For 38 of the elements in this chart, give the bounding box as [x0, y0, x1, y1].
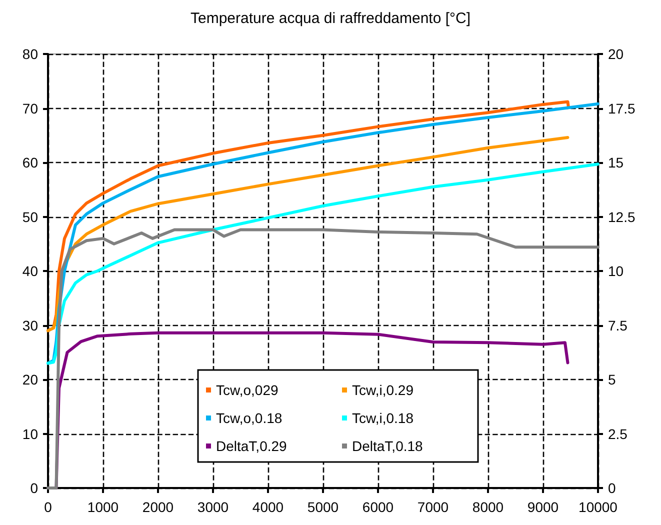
- x-tick-label: 5000: [307, 499, 339, 515]
- x-tick-label: 10000: [578, 499, 618, 515]
- x-tick-label: 0: [44, 499, 52, 515]
- x-tick-label: 4000: [252, 499, 284, 515]
- y-tick-label: 70: [22, 100, 38, 116]
- y-tick-label: 40: [22, 263, 38, 279]
- y2-tick-label: 20: [608, 46, 624, 62]
- x-tick-label: 9000: [527, 499, 559, 515]
- y2-tick-label: 12.5: [608, 208, 636, 225]
- legend-label: Tcw,o,029: [216, 382, 278, 398]
- y2-tick-label: 5: [608, 372, 616, 388]
- chart-title: Temperature acqua di raffreddamento [°C]: [190, 10, 471, 27]
- x-tick-label: 8000: [472, 499, 504, 515]
- line-series: [46, 136, 570, 332]
- y-tick-label: 50: [22, 208, 38, 225]
- line-series: [46, 162, 600, 365]
- y-tick-label: 30: [22, 317, 38, 334]
- legend-label: Tcw,i,0.29: [352, 382, 414, 398]
- y-tick-label: 20: [22, 372, 38, 388]
- y-tick-label: 0: [30, 480, 38, 496]
- x-tick-label: 7000: [417, 499, 449, 515]
- y2-tick-label: 0: [608, 480, 616, 496]
- legend-label: DeltaT,0.18: [352, 438, 424, 454]
- x-tick-label: 1000: [87, 499, 119, 515]
- x-tick-label: 6000: [362, 499, 394, 515]
- x-tick-label: 3000: [197, 499, 229, 515]
- y2-tick-label: 2.5: [608, 426, 628, 442]
- legend-label: Tcw,o,0.18: [216, 410, 282, 426]
- legend-label: Tcw,i,0.18: [352, 410, 414, 426]
- x-tick-label: 2000: [142, 499, 174, 515]
- y2-tick-label: 7.5: [608, 317, 628, 334]
- y2-tick-label: 15: [608, 154, 624, 170]
- y2-tick-label: 10: [608, 263, 624, 279]
- legend-label: DeltaT,0.29: [216, 438, 288, 454]
- y2-tick-label: 17.5: [608, 100, 636, 116]
- y-tick-label: 60: [22, 154, 38, 170]
- y-tick-label: 80: [22, 46, 38, 62]
- y-tick-label: 10: [22, 426, 38, 442]
